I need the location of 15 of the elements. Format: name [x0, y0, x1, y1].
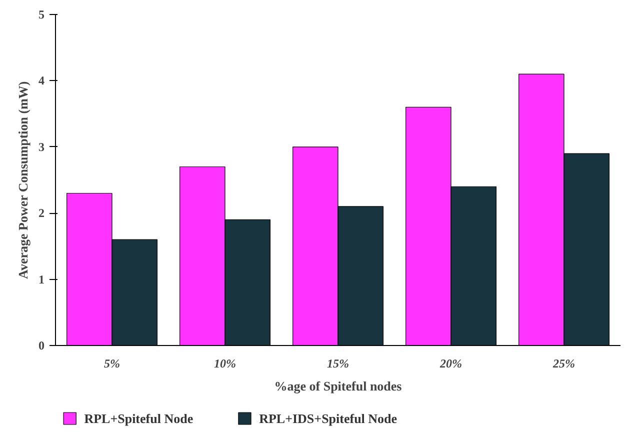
x-tick-label: 10% [214, 356, 236, 370]
y-tick-label: 4 [38, 74, 44, 88]
legend-label: RPL+Spiteful Node [84, 411, 194, 426]
x-tick-label: 15% [327, 356, 349, 370]
y-tick-label: 5 [38, 8, 44, 22]
x-tick-label: 25% [552, 356, 575, 370]
legend-label: RPL+IDS+Spiteful Node [259, 411, 398, 426]
y-tick-label: 2 [38, 206, 44, 220]
x-axis-title: %age of Spiteful nodes [274, 378, 402, 394]
y-tick-label: 3 [38, 140, 44, 154]
y-axis-title: Average Power Consumption (mW) [16, 81, 30, 279]
x-tick-label: 5% [104, 356, 120, 370]
x-tick-label: 20% [439, 356, 462, 370]
y-tick-label: 0 [38, 338, 44, 352]
y-tick-label: 1 [38, 272, 44, 286]
